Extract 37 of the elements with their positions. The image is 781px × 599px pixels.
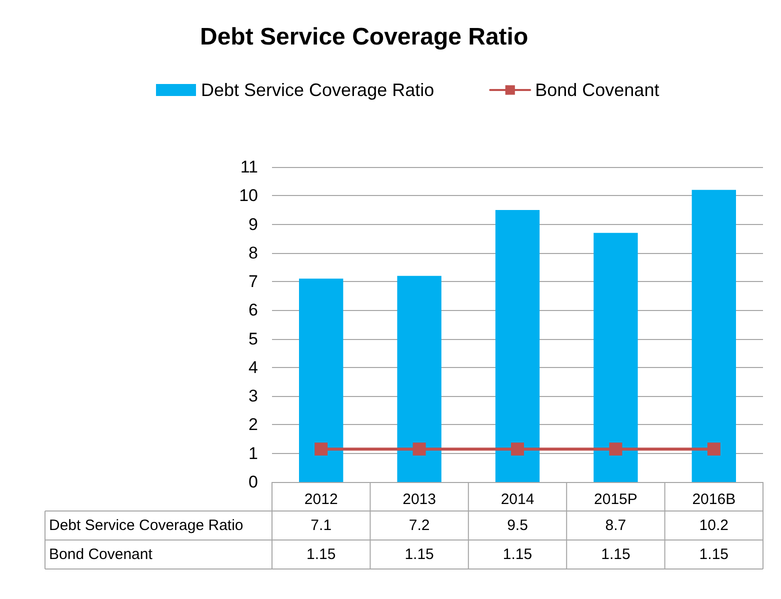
x-tick-label: 2012 [304,491,338,508]
y-tick-label: 3 [248,386,258,406]
data-label: 1.15 [699,546,728,563]
data-label: 7.2 [408,517,430,534]
y-tick-label: 0 [248,472,258,492]
y-tick-label: 8 [248,243,258,262]
data-label: 1.15 [502,546,532,563]
y-tick-label: 5 [248,329,258,348]
legend-label: Bond Covenant [535,80,660,100]
bar [594,232,638,482]
bar [397,276,442,482]
x-tick-label: 2014 [500,491,534,508]
text: Bond Covenant [49,546,152,563]
y-tick-label: 1 [248,444,258,463]
y-tick-label: 7 [248,272,258,292]
y-tick-label: 6 [248,300,258,320]
y-tick-label: 4 [248,358,258,377]
x-tick-label: 2016B [692,491,736,508]
chart-title: Debt Service Coverage Ratio [200,24,528,50]
x-tick-label: 2013 [402,491,436,508]
data-label: 1.15 [404,546,434,563]
y-tick-label: 11 [240,158,258,176]
legend-label: Debt Service Coverage Ratio [201,80,434,100]
text: Debt Service Coverage Ratio [49,517,244,534]
y-tick-label: 9 [248,214,258,234]
y-tick-label: 10 [239,186,258,206]
data-label: 7.1 [310,517,332,534]
bar [692,190,736,482]
data-label: 9.5 [507,517,528,534]
data-label: 10.2 [699,517,728,534]
data-label: 8.7 [605,517,626,534]
bar [299,278,344,482]
data-label: 1.15 [306,546,336,563]
x-tick-label: 2015P [594,491,638,508]
y-tick-label: 2 [248,415,258,434]
bar [495,210,540,482]
data-label: 1.15 [601,546,630,563]
